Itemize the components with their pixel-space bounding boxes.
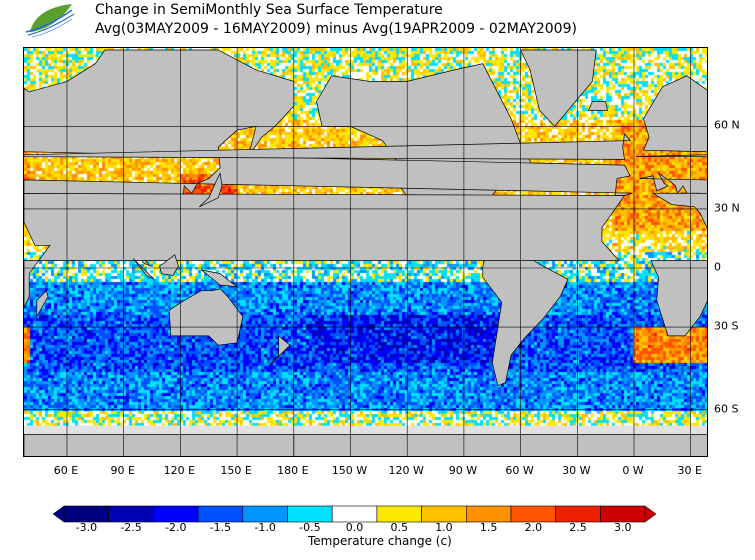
lon-label: 0 W: [622, 464, 644, 477]
map-overlay: [24, 48, 707, 456]
lat-label: 0: [714, 260, 721, 274]
lat-label: 60 S: [714, 402, 739, 416]
colorbar-tick-label: -0.5: [299, 521, 321, 534]
colorbar-swatch: [376, 505, 422, 523]
colorbar-swatch: [242, 505, 288, 523]
colorbar-tick-label: 2.0: [524, 521, 543, 534]
sst-change-map: [23, 47, 708, 457]
colorbar-tick-label: -1.0: [254, 521, 276, 534]
land-new-guinea: [200, 269, 239, 288]
colorbar-swatch: [465, 505, 512, 523]
colorbar: [53, 505, 657, 523]
land-eurasia: [639, 75, 707, 224]
colorbar-swatch: [287, 505, 333, 523]
chart-subtitle: Avg(03MAY2009 - 16MAY2009) minus Avg(19A…: [95, 21, 577, 37]
colorbar-tick-label: 1.0: [435, 521, 453, 534]
lat-label: 60 N: [714, 118, 740, 132]
land-japan: [199, 172, 223, 208]
land-madagascar: [36, 290, 49, 318]
land-sumatra: [132, 258, 155, 280]
land-borneo: [159, 254, 179, 276]
lon-label: 180 E: [277, 464, 309, 477]
colorbar-swatch: [555, 505, 601, 523]
land-greenland: [520, 49, 597, 127]
colorbar-swatch: [197, 505, 244, 523]
lon-label: 120 W: [388, 464, 424, 477]
land-iceland: [588, 101, 608, 111]
lon-label: 60 W: [505, 464, 534, 477]
chart-title: Change in SemiMonthly Sea Surface Temper…: [95, 2, 443, 18]
lon-label: 60 E: [53, 464, 79, 477]
colorbar-swatch: [153, 505, 199, 523]
colorbar-swatch: [63, 505, 110, 523]
lon-label: 30 W: [562, 464, 591, 477]
land-britain: [635, 154, 707, 158]
lon-label: 150 E: [220, 464, 252, 477]
land-antarctica: [24, 434, 295, 456]
land-antarctica: [293, 434, 707, 456]
colorbar-high-arrow: [644, 505, 657, 523]
land-australia: [168, 288, 244, 346]
colorbar-tick-label: 1.5: [479, 521, 498, 534]
colorbar-low-arrow: [53, 505, 65, 523]
lon-label: 120 E: [163, 464, 196, 477]
lon-label: 150 W: [331, 464, 368, 477]
lon-label: 90 E: [110, 464, 135, 477]
colorbar-tick-label: -3.0: [75, 521, 98, 534]
land-africa: [24, 193, 626, 308]
colorbar-tick-label: -1.5: [209, 521, 232, 534]
colorbar-tick-label: -2.5: [120, 521, 142, 534]
colorbar-swatch: [331, 505, 378, 523]
colorbar-swatch: [421, 505, 467, 523]
colorbar-tick-label: -2.0: [165, 521, 187, 534]
land-new-zealand: [268, 335, 291, 366]
land-africa: [650, 192, 707, 337]
colorbar-tick-label: 0.5: [390, 521, 409, 534]
land-britain: [24, 132, 631, 160]
colorbar-title: Temperature change (c): [308, 534, 452, 548]
colorbar-swatch: [510, 505, 557, 523]
kma-logo: [25, 4, 75, 38]
lat-label: 30 S: [714, 319, 739, 333]
colorbar-tick-label: 3.0: [614, 521, 632, 534]
lon-label: 30 E: [677, 464, 702, 477]
lon-label: 90 W: [448, 464, 478, 477]
colorbar-tick-label: 0.0: [345, 521, 364, 534]
colorbar-swatch: [108, 505, 154, 523]
colorbar-swatch: [600, 505, 646, 523]
colorbar-tick-label: 2.5: [569, 521, 587, 534]
land-south-america: [482, 244, 569, 387]
lat-label: 30 N: [714, 201, 740, 215]
